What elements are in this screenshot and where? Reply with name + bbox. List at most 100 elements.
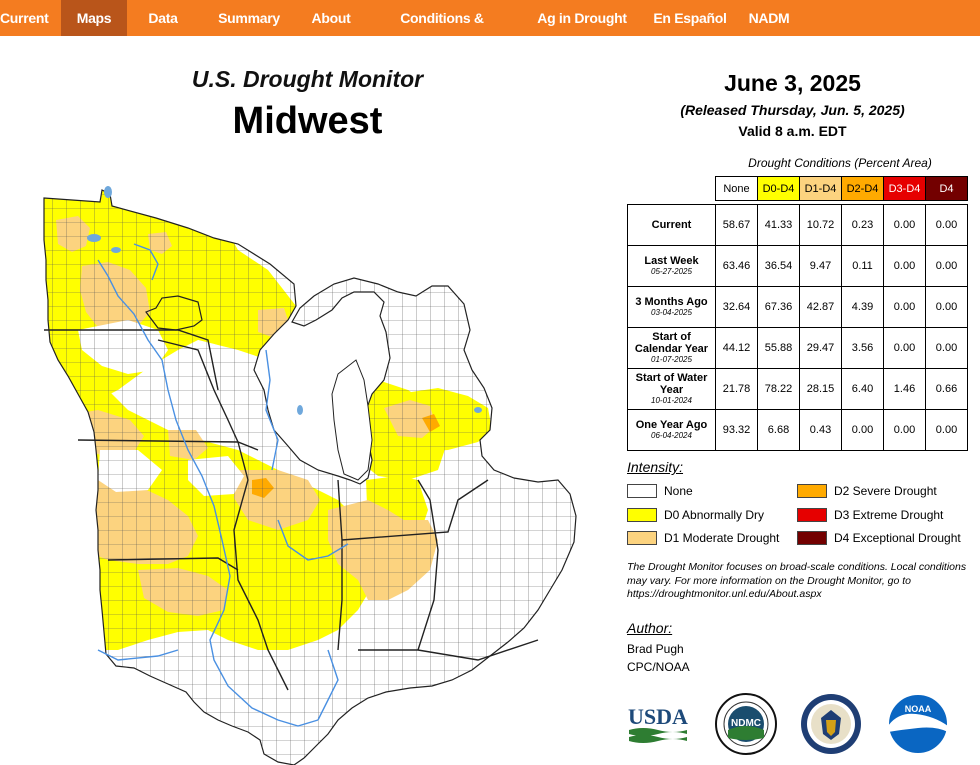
legend-swatch bbox=[627, 508, 657, 522]
table-cell: 42.87 bbox=[799, 286, 842, 328]
table-cell: 9.47 bbox=[799, 245, 842, 287]
legend-label: D4 Exceptional Drought bbox=[834, 531, 961, 545]
legend-label: D0 Abnormally Dry bbox=[664, 508, 765, 522]
header-d2-d4: D2-D4 bbox=[841, 176, 884, 201]
table-cell: 0.00 bbox=[925, 204, 968, 246]
author-info: Brad Pugh CPC/NOAA bbox=[627, 640, 690, 676]
table-cell: 58.67 bbox=[715, 204, 758, 246]
table-cell: 0.00 bbox=[883, 245, 926, 287]
row-label: One Year Ago 06-04-2024 bbox=[627, 409, 716, 451]
usda-logo: USDA bbox=[628, 704, 688, 743]
drought-map bbox=[43, 186, 577, 765]
row-label: Current bbox=[627, 204, 716, 246]
disclaimer-note: The Drought Monitor focuses on broad-sca… bbox=[627, 561, 967, 600]
legend-swatch bbox=[797, 484, 827, 498]
table-cell: 29.47 bbox=[799, 327, 842, 369]
header-d0-d4: D0-D4 bbox=[757, 176, 800, 201]
table-cell: 41.33 bbox=[757, 204, 800, 246]
noaa-logo-text: NOAA bbox=[905, 704, 932, 714]
legend-item-d1: D1 Moderate Drought bbox=[627, 531, 779, 545]
header-none: None bbox=[715, 176, 758, 201]
table-cell: 10.72 bbox=[799, 204, 842, 246]
legend-title: Intensity: bbox=[627, 459, 684, 475]
author-name: Brad Pugh bbox=[627, 642, 684, 656]
usda-logo-text: USDA bbox=[628, 704, 688, 729]
table-cell: 55.88 bbox=[757, 327, 800, 369]
nav-about[interactable]: About bbox=[311, 10, 351, 26]
legend-label: D2 Severe Drought bbox=[834, 484, 937, 498]
table-cell: 0.00 bbox=[925, 245, 968, 287]
table-cell: 0.66 bbox=[925, 368, 968, 410]
table-cell: 3.56 bbox=[841, 327, 884, 369]
table-header-blank bbox=[628, 177, 716, 201]
row-label: Start of Water Year 10-01-2024 bbox=[627, 368, 716, 410]
table-cell: 21.78 bbox=[715, 368, 758, 410]
legend-swatch bbox=[627, 484, 657, 498]
legend-swatch bbox=[797, 531, 827, 545]
table-cell: 0.23 bbox=[841, 204, 884, 246]
nav-en-espanol[interactable]: En Español bbox=[653, 10, 727, 26]
row-label: Start of Calendar Year 01-07-2025 bbox=[627, 327, 716, 369]
table-cell: 0.00 bbox=[925, 286, 968, 328]
legend-item-d4: D4 Exceptional Drought bbox=[797, 531, 961, 545]
valid-time: Valid 8 a.m. EDT bbox=[738, 123, 847, 139]
table-cell: 0.00 bbox=[883, 204, 926, 246]
table-cell: 28.15 bbox=[799, 368, 842, 410]
table-cell: 0.11 bbox=[841, 245, 884, 287]
table-cell: 0.00 bbox=[841, 409, 884, 451]
table-cell: 6.40 bbox=[841, 368, 884, 410]
table-cell: 36.54 bbox=[757, 245, 800, 287]
table-cell: 0.00 bbox=[925, 409, 968, 451]
release-date: (Released Thursday, Jun. 5, 2025) bbox=[680, 102, 905, 118]
table-row: Last Week 05-27-2025 63.46 36.54 9.47 0.1… bbox=[627, 245, 968, 287]
header-d3-d4: D3-D4 bbox=[883, 176, 926, 201]
nav-data[interactable]: Data bbox=[148, 10, 178, 26]
legend-swatch bbox=[797, 508, 827, 522]
row-label: 3 Months Ago 03-04-2025 bbox=[627, 286, 716, 328]
drought-conditions-table: None D0-D4 D1-D4 D2-D4 D3-D4 D4 Current … bbox=[627, 176, 968, 451]
table-cell: 67.36 bbox=[757, 286, 800, 328]
map-date: June 3, 2025 bbox=[724, 70, 861, 96]
table-row: 3 Months Ago 03-04-2025 32.64 67.36 42.87… bbox=[627, 286, 968, 328]
table-row: Start of Water Year 10-01-2024 21.78 78.2… bbox=[627, 368, 968, 410]
legend-item-d2: D2 Severe Drought bbox=[797, 484, 937, 498]
table-cell: 63.46 bbox=[715, 245, 758, 287]
table-cell: 93.32 bbox=[715, 409, 758, 451]
legend-item-d3: D3 Extreme Drought bbox=[797, 508, 943, 522]
table-cell: 6.68 bbox=[757, 409, 800, 451]
table-cell: 0.00 bbox=[925, 327, 968, 369]
legend-label: None bbox=[664, 484, 693, 498]
legend-label: D1 Moderate Drought bbox=[664, 531, 780, 545]
nav-conditions-outlooks[interactable]: Conditions & Outlooks bbox=[400, 10, 484, 62]
noaa-logo: NOAA bbox=[887, 693, 949, 755]
table-row: One Year Ago 06-04-2024 93.32 6.68 0.43 0… bbox=[627, 409, 968, 451]
nav-current[interactable]: Current bbox=[0, 10, 49, 26]
legend-item-none: None bbox=[627, 484, 693, 498]
table-cell: 1.46 bbox=[883, 368, 926, 410]
table-cell: 0.43 bbox=[799, 409, 842, 451]
table-cell: 78.22 bbox=[757, 368, 800, 410]
legend-label: D3 Extreme Drought bbox=[834, 508, 944, 522]
table-cell: 44.12 bbox=[715, 327, 758, 369]
map-title-region: Midwest bbox=[232, 100, 383, 142]
legend-item-d0: D0 Abnormally Dry bbox=[627, 508, 764, 522]
table-row: Start of Calendar Year 01-07-2025 44.12 5… bbox=[627, 327, 968, 369]
top-nav: Current Maps Data Summary About Conditio… bbox=[0, 0, 980, 62]
row-label: Last Week 05-27-2025 bbox=[627, 245, 716, 287]
nav-summary[interactable]: Summary bbox=[218, 10, 280, 26]
map-title-program: U.S. Drought Monitor bbox=[191, 66, 424, 92]
table-cell: 32.64 bbox=[715, 286, 758, 328]
table-cell: 0.00 bbox=[883, 286, 926, 328]
table-cell: 0.00 bbox=[883, 327, 926, 369]
nav-nadm[interactable]: NADM bbox=[748, 10, 790, 26]
table-caption: Drought Conditions (Percent Area) bbox=[748, 156, 932, 170]
nav-maps[interactable]: Maps bbox=[61, 0, 127, 36]
nav-ag-in-drought[interactable]: Ag in Drought bbox=[537, 10, 627, 26]
author-org: CPC/NOAA bbox=[627, 660, 690, 674]
table-row: Current 58.67 41.33 10.72 0.23 0.00 0.00 bbox=[627, 204, 968, 246]
ndmc-logo: NDMC bbox=[715, 693, 777, 755]
header-d1-d4: D1-D4 bbox=[799, 176, 842, 201]
table-cell: 0.00 bbox=[883, 409, 926, 451]
table-cell: 4.39 bbox=[841, 286, 884, 328]
ndmc-logo-text: NDMC bbox=[731, 718, 761, 729]
